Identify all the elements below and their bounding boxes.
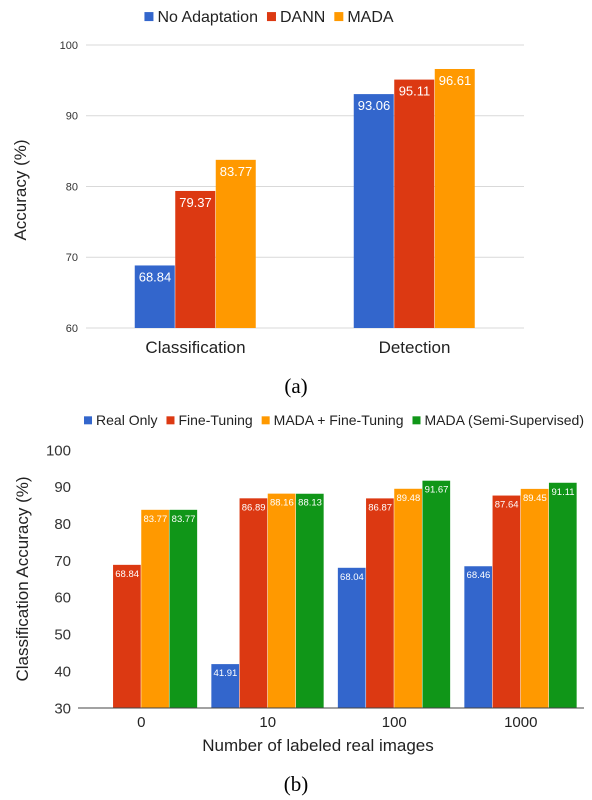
y-tick-label: 100: [60, 40, 78, 52]
y-tick-label: 60: [54, 590, 71, 607]
data-label: 83.77: [143, 514, 167, 525]
legend-swatch: [412, 416, 421, 425]
data-label: 87.64: [495, 500, 519, 511]
bar-fine-tuning-10: [239, 498, 268, 708]
y-tick-label: 100: [46, 442, 71, 459]
data-label: 68.04: [340, 572, 364, 583]
bar-mada-fine-tuning-10: [267, 493, 296, 708]
legend-label: DANN: [280, 9, 325, 26]
data-label: 89.45: [523, 493, 547, 504]
bar-fine-tuning-0: [113, 564, 141, 708]
data-label: 86.89: [242, 502, 266, 513]
x-tick-label: 10: [259, 714, 276, 731]
data-label: 79.37: [179, 195, 212, 210]
bar-mada-semi-supervised-0: [169, 509, 198, 708]
bar-dann-detection: [394, 79, 435, 329]
x-tick-label: 1000: [504, 714, 537, 731]
chart-a-x-ticks: Classification Detection: [145, 338, 450, 357]
bar-fine-tuning-1000: [492, 495, 521, 708]
chart-b-y-ticks: 30 40 50 60 70 80 90 100: [46, 442, 584, 717]
bar-mada-semi-supervised-1000: [548, 482, 577, 708]
bar-mada-semi-supervised-10: [295, 493, 324, 708]
legend-label: MADA (Semi-Supervised): [424, 412, 584, 428]
y-tick-label: 70: [54, 553, 71, 570]
data-label: 68.84: [115, 569, 139, 580]
legend-item-mada-semi-supervised: MADA (Semi-Supervised): [412, 412, 584, 428]
bar-mada-fine-tuning-0: [141, 509, 169, 708]
data-label: 95.11: [399, 84, 431, 99]
chart-b: Real Only Fine-Tuning MADA + Fine-Tuning MA…: [13, 412, 584, 796]
legend-label: No Adaptation: [157, 9, 258, 26]
legend-swatch: [334, 12, 344, 22]
data-label: 83.77: [172, 514, 196, 525]
legend-swatch: [84, 416, 93, 425]
y-tick-label: 30: [54, 700, 71, 717]
chart-b-x-axis-label: Number of labeled real images: [202, 736, 434, 755]
bar-mada-classification: [215, 159, 256, 328]
data-label: 41.91: [214, 668, 238, 679]
bar-real-only-10: [211, 664, 240, 708]
bar-mada-fine-tuning-100: [394, 488, 422, 708]
data-label: 89.48: [396, 493, 420, 504]
data-label: 91.67: [425, 485, 449, 496]
data-label: 88.13: [298, 498, 322, 509]
legend-label: Fine-Tuning: [178, 412, 252, 428]
legend-item-fine-tuning: Fine-Tuning: [166, 412, 253, 428]
data-label: 68.84: [139, 269, 172, 284]
bar-real-only-100: [337, 567, 366, 708]
data-label: 88.16: [270, 498, 294, 509]
legend-swatch: [266, 12, 276, 22]
bar-mada-detection: [434, 68, 475, 328]
bar-dann-classification: [175, 190, 216, 328]
data-label: 96.61: [439, 73, 472, 88]
legend-item-mada-fine-tuning: MADA + Fine-Tuning: [261, 412, 404, 428]
y-tick-label: 70: [66, 252, 78, 264]
data-label: 86.87: [368, 502, 392, 513]
x-tick-label: 100: [382, 714, 407, 731]
x-tick-label: 0: [137, 714, 145, 731]
y-tick-label: 80: [66, 181, 78, 193]
y-tick-label: 90: [66, 111, 78, 123]
y-tick-label: 50: [54, 627, 71, 644]
chart-b-bars: 68.84 83.77 83.77 41.91 86.89 88.16 88.13 68.04…: [113, 480, 577, 708]
legend-item-mada: MADA: [334, 9, 394, 26]
chart-a-caption: (a): [284, 374, 307, 398]
data-label: 83.77: [220, 164, 253, 179]
chart-a-y-axis-label: Accuracy (%): [11, 139, 30, 240]
data-label: 68.46: [467, 570, 491, 581]
chart-a-bars: 68.84 79.37 83.77 93.06 95.11 96.61: [134, 68, 475, 329]
bar-real-only-1000: [464, 566, 493, 708]
legend-swatch: [261, 416, 270, 425]
legend-item-no-adaptation: No Adaptation: [144, 9, 258, 26]
chart-b-caption: (b): [284, 772, 309, 796]
bar-no-adaptation-classification: [134, 265, 175, 328]
bar-mada-fine-tuning-1000: [520, 488, 549, 708]
bar-mada-semi-supervised-100: [422, 480, 451, 708]
bar-no-adaptation-detection: [353, 94, 394, 329]
x-tick-label: Detection: [379, 338, 451, 357]
legend-label: MADA: [347, 9, 394, 26]
chart-b-y-axis-label: Classification Accuracy (%): [13, 476, 32, 681]
bar-fine-tuning-100: [366, 498, 394, 708]
y-tick-label: 90: [54, 479, 71, 496]
legend-item-real-only: Real Only: [84, 412, 157, 428]
x-tick-label: Classification: [145, 338, 245, 357]
chart-b-legend: Real Only Fine-Tuning MADA + Fine-Tuning MA…: [84, 412, 584, 428]
chart-a: No Adaptation DANN MADA 68.84 79.37 83.77 93.…: [11, 9, 524, 398]
chart-b-x-ticks: 0 10 100 1000: [137, 714, 537, 731]
data-label: 93.06: [358, 98, 391, 113]
chart-a-y-ticks: 60 70 80 90 100: [60, 40, 78, 335]
legend-label: MADA + Fine-Tuning: [274, 412, 404, 428]
y-tick-label: 60: [66, 323, 78, 335]
y-tick-label: 40: [54, 663, 71, 680]
legend-swatch: [144, 12, 154, 22]
legend-label: Real Only: [96, 412, 157, 428]
data-label: 91.11: [552, 487, 575, 498]
chart-a-legend: No Adaptation DANN MADA: [144, 9, 394, 26]
legend-swatch: [166, 416, 175, 425]
legend-item-dann: DANN: [266, 9, 325, 26]
y-tick-label: 80: [54, 516, 71, 533]
